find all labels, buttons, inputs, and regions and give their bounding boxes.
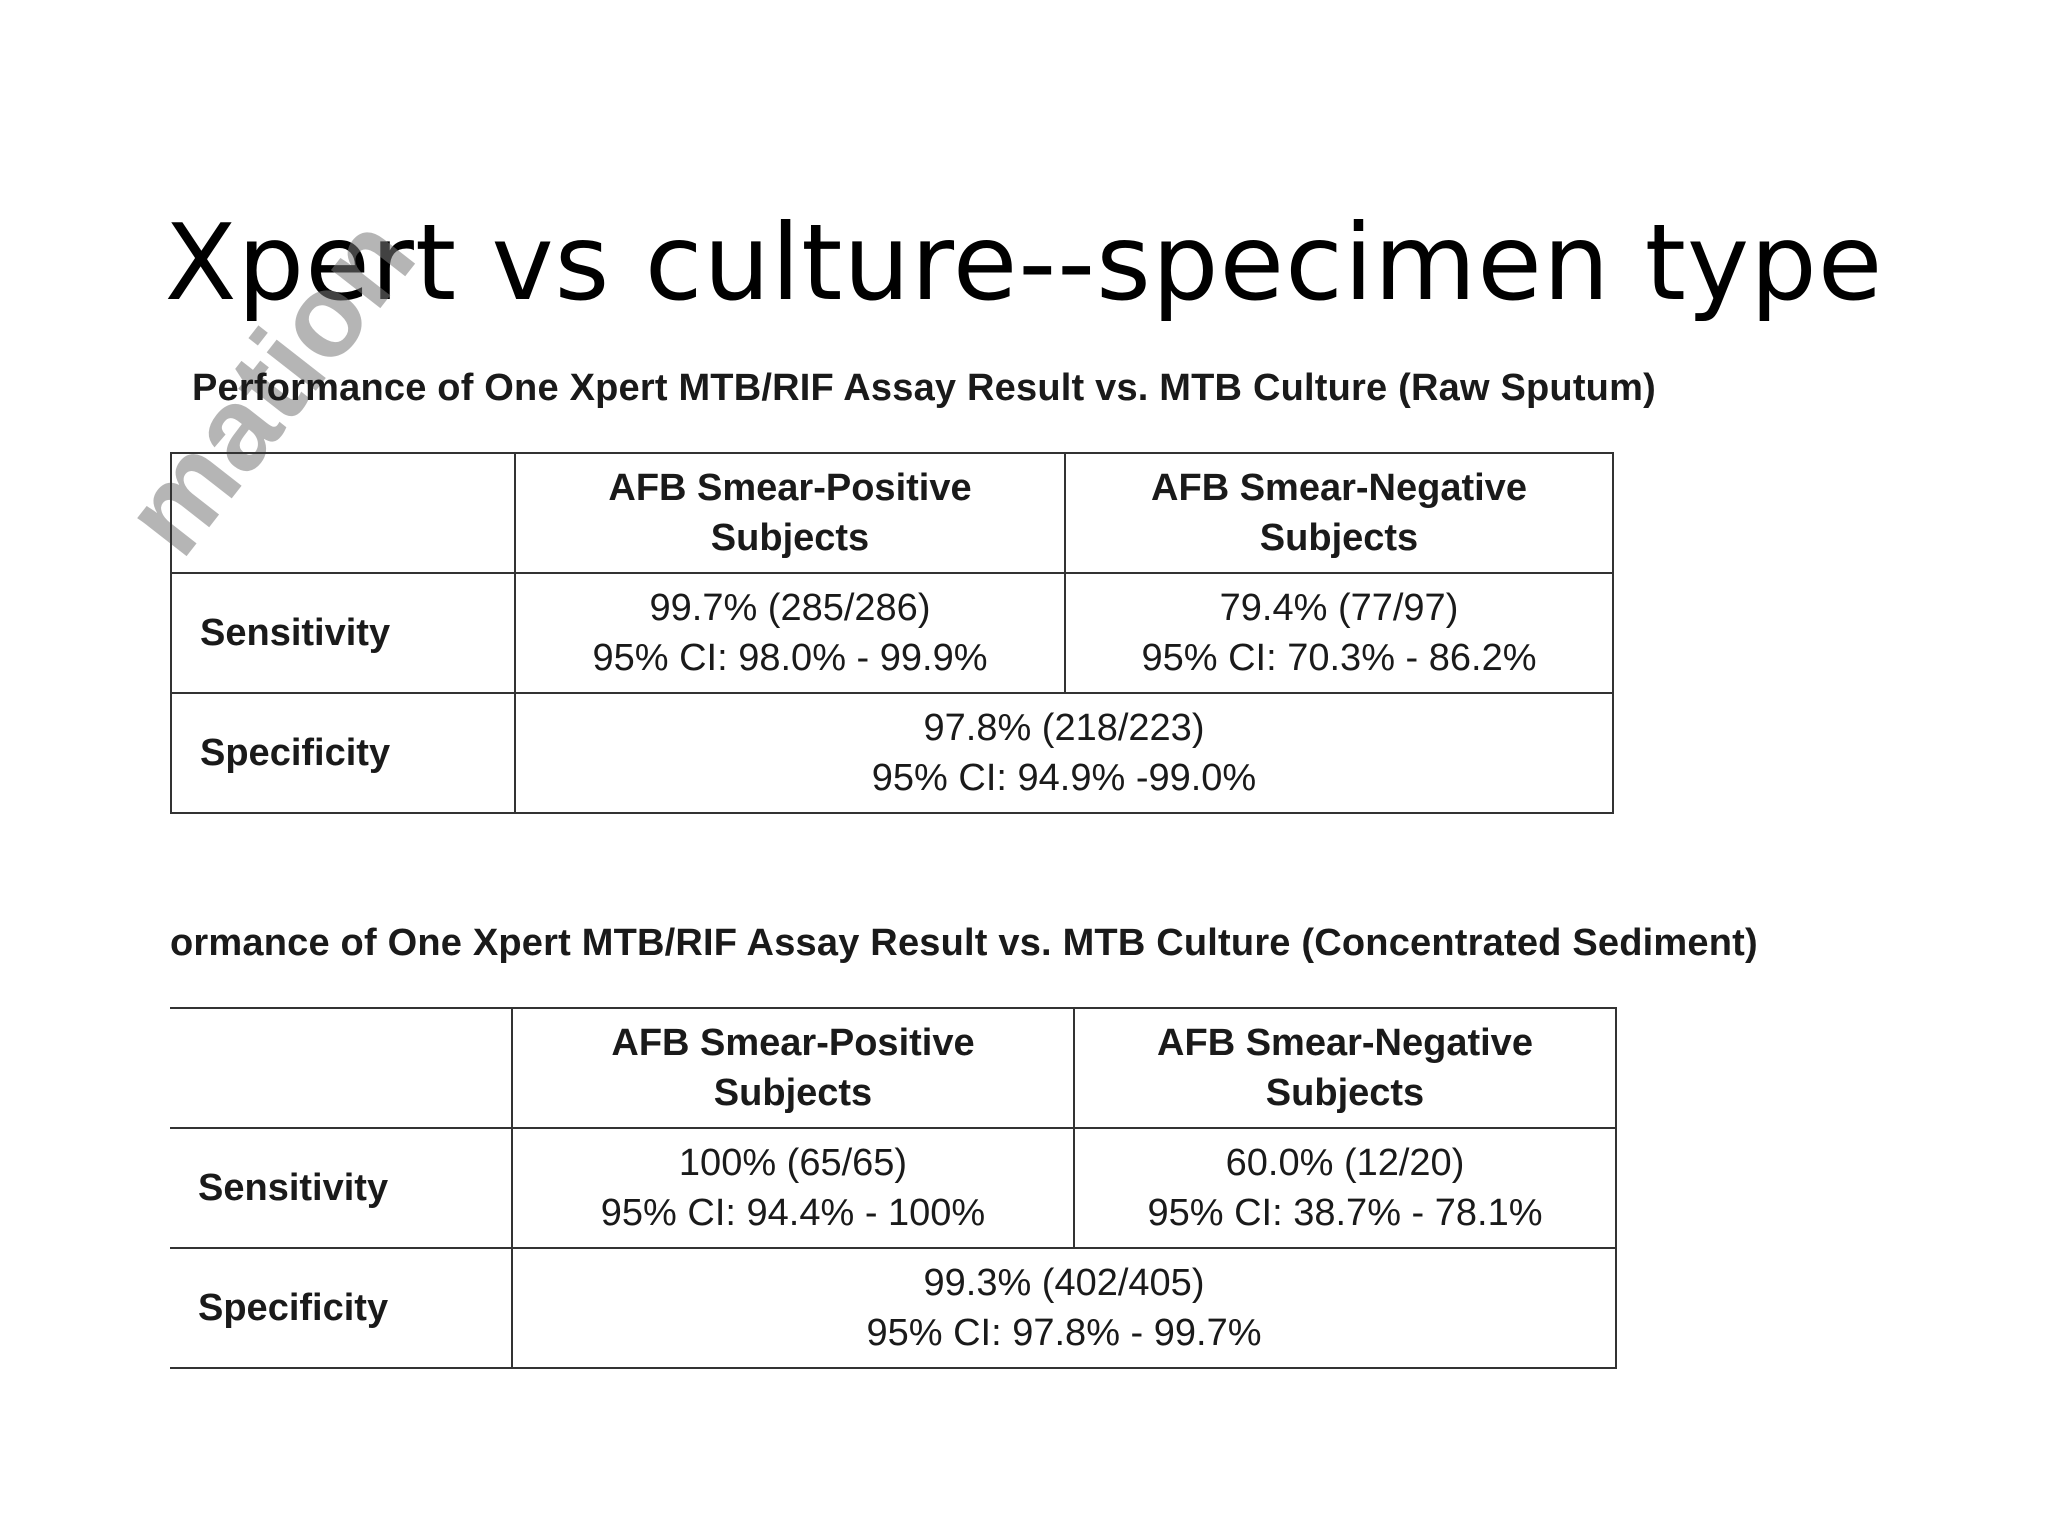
value-line: 99.7% (285/286) <box>649 587 931 629</box>
header-row: AFB Smear-Positive Subjects AFB Smear-Ne… <box>170 1007 1617 1129</box>
sensitivity-positive-cell: 99.7% (285/286) 95% CI: 98.0% - 99.9% <box>514 572 1066 694</box>
header-line: Subjects <box>1265 1072 1425 1114</box>
raw-sputum-caption: Performance of One Xpert MTB/RIF Assay R… <box>192 367 1656 409</box>
raw-sputum-table: AFB Smear-Positive Subjects AFB Smear-Ne… <box>170 452 1614 814</box>
header-line: Subjects <box>1259 517 1419 559</box>
header-line: AFB Smear-Negative <box>1151 467 1527 509</box>
smear-negative-header: AFB Smear-Negative Subjects <box>1073 1007 1617 1129</box>
header-line: AFB Smear-Positive <box>608 467 972 509</box>
concentrated-sediment-section: ormance of One Xpert MTB/RIF Assay Resul… <box>170 915 1930 1369</box>
concentrated-sediment-caption: ormance of One Xpert MTB/RIF Assay Resul… <box>170 922 1758 964</box>
value-line: 60.0% (12/20) <box>1225 1142 1465 1184</box>
sensitivity-label: Sensitivity <box>170 1127 513 1249</box>
header-line: Subjects <box>710 517 870 559</box>
smear-positive-header: AFB Smear-Positive Subjects <box>514 452 1066 574</box>
sensitivity-positive-cell: 100% (65/65) 95% CI: 94.4% - 100% <box>511 1127 1075 1249</box>
specificity-combined-cell: 97.8% (218/223) 95% CI: 94.9% -99.0% <box>514 692 1614 814</box>
ci-line: 95% CI: 97.8% - 99.7% <box>866 1312 1262 1354</box>
concentrated-sediment-table: AFB Smear-Positive Subjects AFB Smear-Ne… <box>170 1007 1617 1369</box>
sensitivity-label: Sensitivity <box>170 572 516 694</box>
sensitivity-row: Sensitivity 99.7% (285/286) 95% CI: 98.0… <box>170 572 1614 694</box>
sensitivity-row: Sensitivity 100% (65/65) 95% CI: 94.4% -… <box>170 1127 1617 1249</box>
ci-line: 95% CI: 38.7% - 78.1% <box>1147 1192 1543 1234</box>
specificity-row: Specificity 99.3% (402/405) 95% CI: 97.8… <box>170 1247 1617 1369</box>
header-line: AFB Smear-Negative <box>1157 1022 1533 1064</box>
sensitivity-negative-cell: 60.0% (12/20) 95% CI: 38.7% - 78.1% <box>1073 1127 1617 1249</box>
sensitivity-negative-cell: 79.4% (77/97) 95% CI: 70.3% - 86.2% <box>1064 572 1614 694</box>
corner-cell <box>170 452 516 574</box>
ci-line: 95% CI: 70.3% - 86.2% <box>1141 637 1537 679</box>
smear-positive-header: AFB Smear-Positive Subjects <box>511 1007 1075 1129</box>
ci-line: 95% CI: 94.9% -99.0% <box>871 757 1257 799</box>
smear-negative-header: AFB Smear-Negative Subjects <box>1064 452 1614 574</box>
specificity-label: Specificity <box>170 692 516 814</box>
header-line: Subjects <box>713 1072 873 1114</box>
ci-line: 95% CI: 98.0% - 99.9% <box>592 637 988 679</box>
specificity-label: Specificity <box>170 1247 513 1369</box>
header-line: AFB Smear-Positive <box>611 1022 975 1064</box>
specificity-row: Specificity 97.8% (218/223) 95% CI: 94.9… <box>170 692 1614 814</box>
ci-line: 95% CI: 94.4% - 100% <box>600 1192 986 1234</box>
value-line: 97.8% (218/223) <box>923 707 1205 749</box>
value-line: 100% (65/65) <box>678 1142 908 1184</box>
slide-title: Xpert vs culture--specimen type <box>164 202 1884 325</box>
specificity-combined-cell: 99.3% (402/405) 95% CI: 97.8% - 99.7% <box>511 1247 1617 1369</box>
header-row: AFB Smear-Positive Subjects AFB Smear-Ne… <box>170 452 1614 574</box>
raw-sputum-section: Performance of One Xpert MTB/RIF Assay R… <box>170 360 1930 814</box>
value-line: 79.4% (77/97) <box>1219 587 1459 629</box>
corner-cell <box>170 1007 513 1129</box>
value-line: 99.3% (402/405) <box>923 1262 1205 1304</box>
